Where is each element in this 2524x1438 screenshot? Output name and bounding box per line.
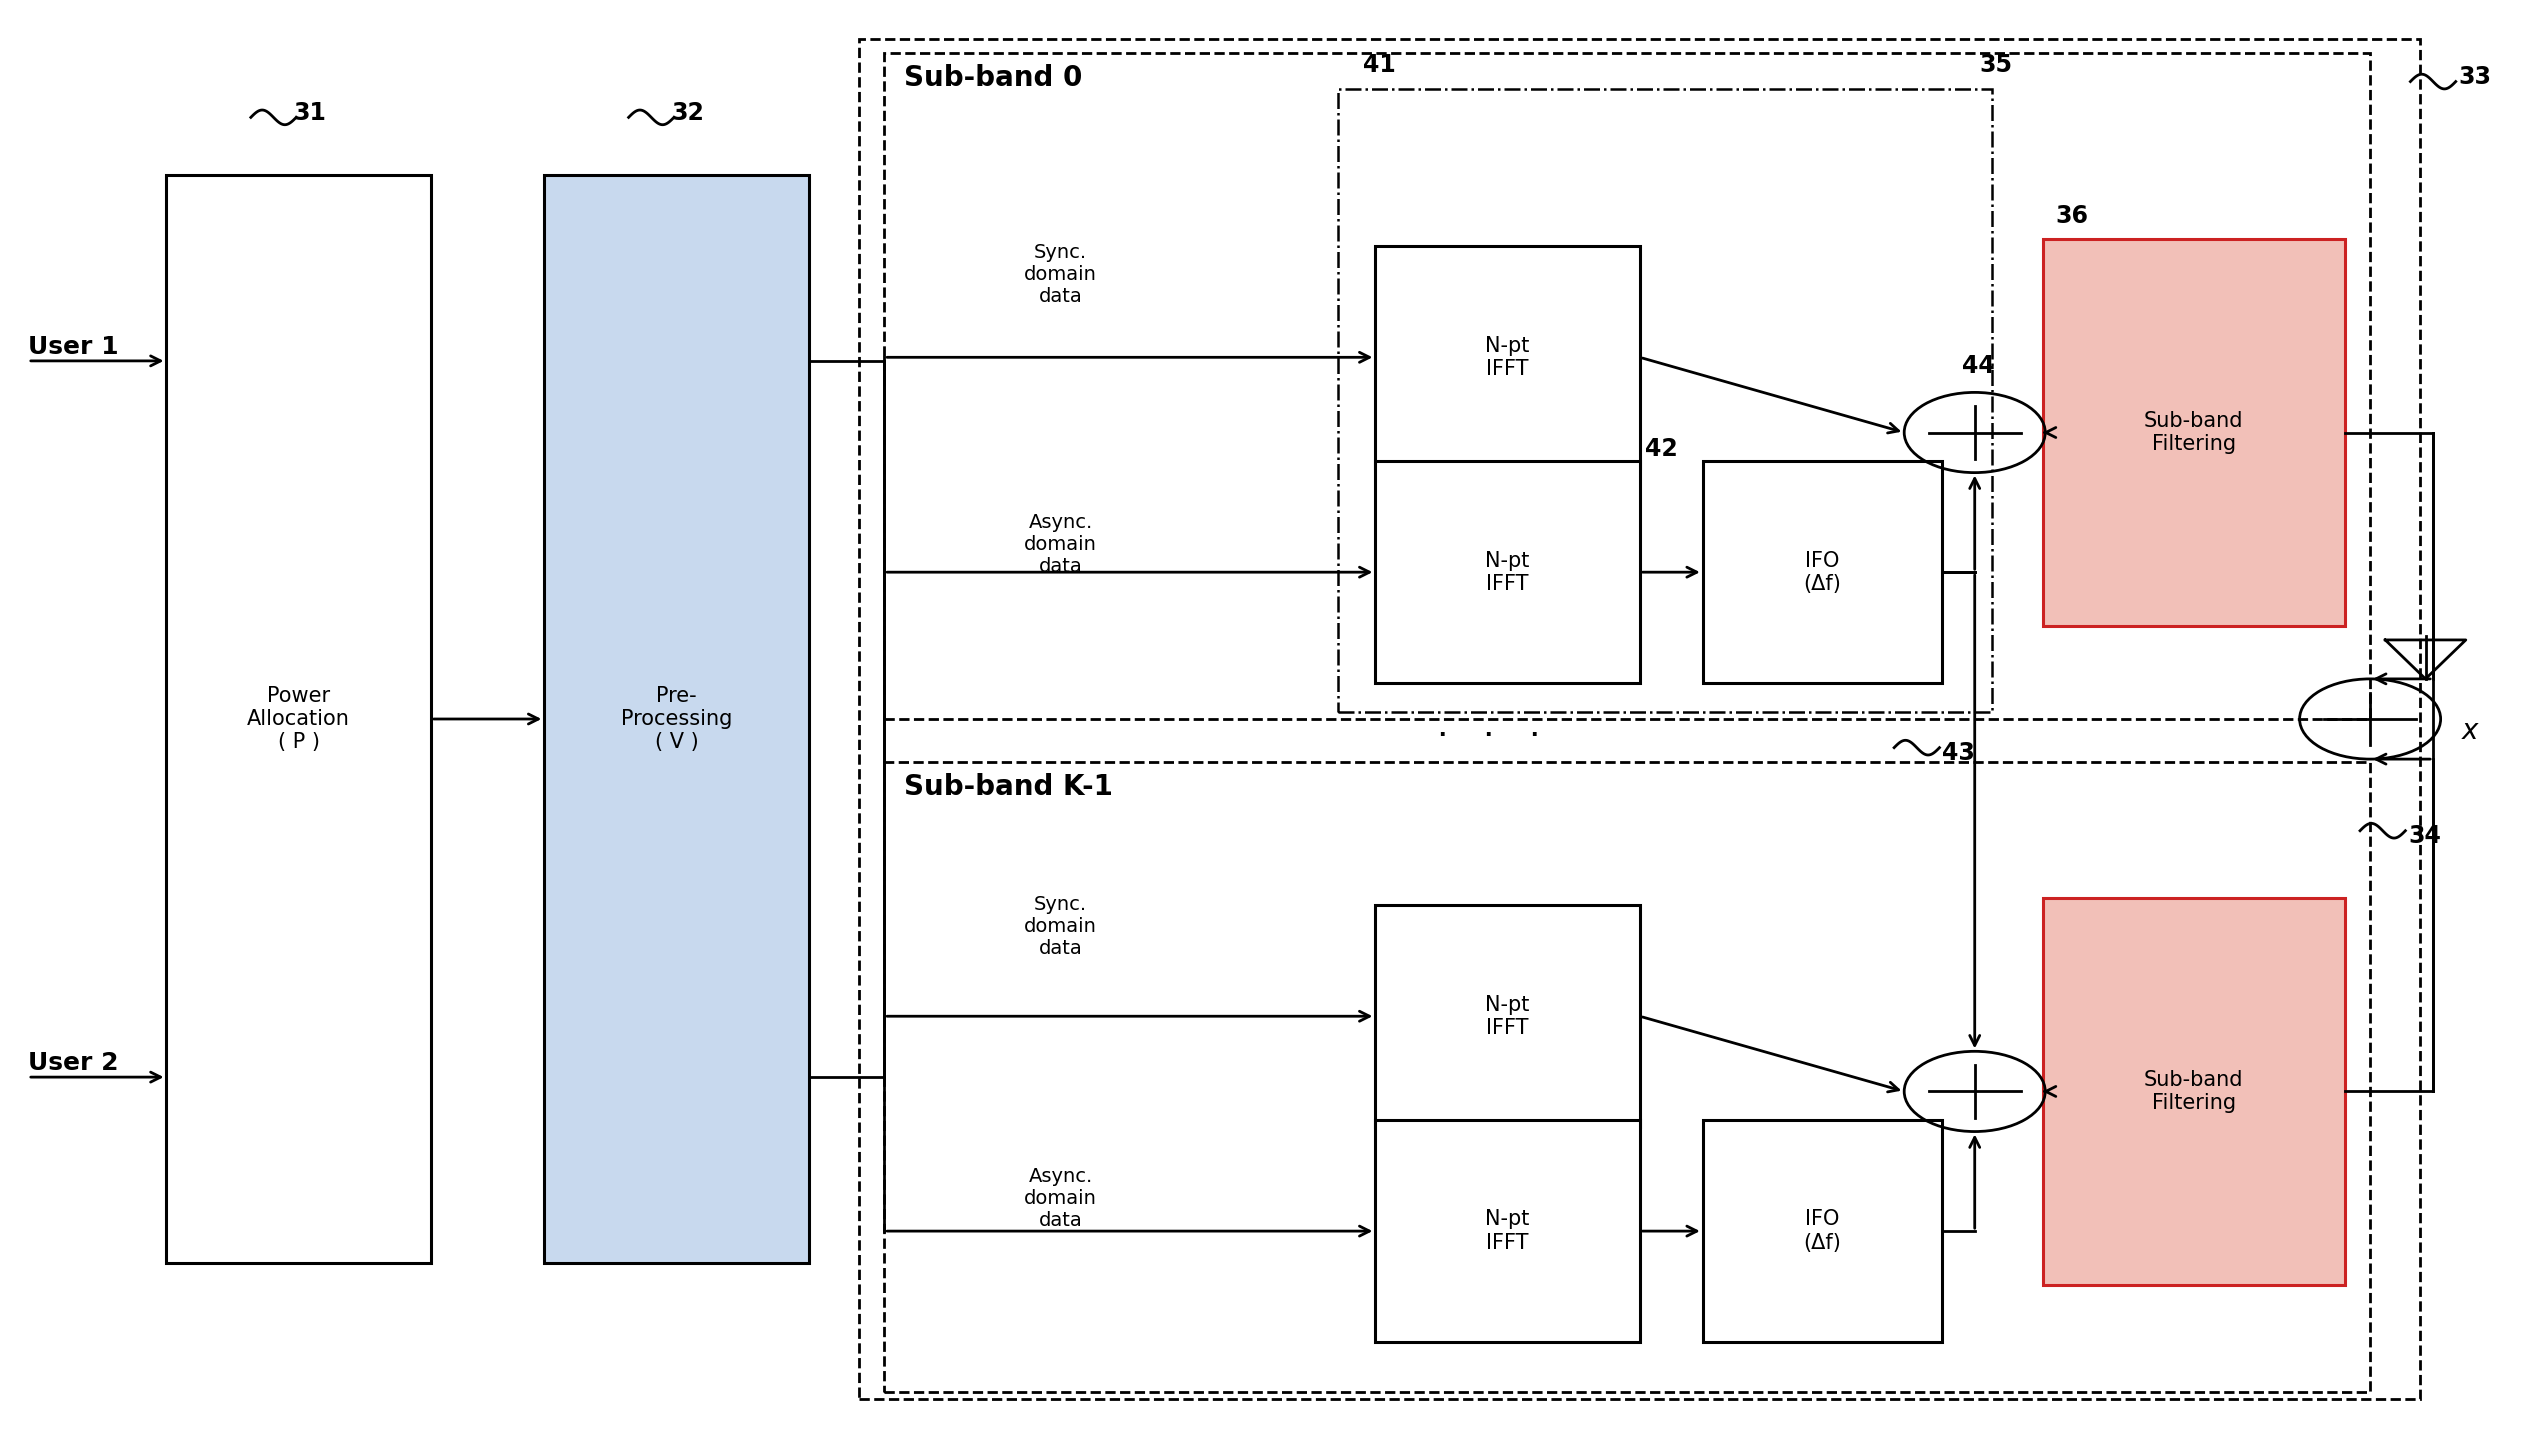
Text: 44: 44 [1961, 354, 1994, 378]
Text: 32: 32 [671, 101, 704, 125]
Text: ·   ·   ·: · · · [1436, 719, 1540, 754]
Text: N-pt
IFFT: N-pt IFFT [1484, 995, 1530, 1038]
FancyBboxPatch shape [1704, 462, 1941, 683]
Text: IFO
(Δf): IFO (Δf) [1805, 1209, 1843, 1252]
Text: 43: 43 [1941, 741, 1974, 765]
FancyBboxPatch shape [1376, 462, 1641, 683]
Text: Power
Allocation
( P ): Power Allocation ( P ) [247, 686, 351, 752]
Text: Async.
domain
data: Async. domain data [1025, 513, 1098, 575]
Text: 42: 42 [1646, 437, 1678, 462]
FancyBboxPatch shape [2042, 899, 2345, 1284]
Text: Sync.
domain
data: Sync. domain data [1025, 243, 1098, 306]
Text: User 2: User 2 [28, 1051, 119, 1074]
Text: 36: 36 [2055, 204, 2087, 227]
Text: N-pt
IFFT: N-pt IFFT [1484, 551, 1530, 594]
FancyBboxPatch shape [1376, 246, 1641, 469]
Text: IFO
(Δf): IFO (Δf) [1805, 551, 1843, 594]
Text: Sub-band
Filtering: Sub-band Filtering [2143, 1070, 2244, 1113]
Text: User 1: User 1 [28, 335, 119, 358]
Text: Sub-band K-1: Sub-band K-1 [904, 774, 1113, 801]
FancyBboxPatch shape [545, 174, 808, 1264]
Text: N-pt
IFFT: N-pt IFFT [1484, 335, 1530, 378]
FancyBboxPatch shape [1376, 1120, 1641, 1342]
Text: 33: 33 [2458, 65, 2491, 89]
Text: 31: 31 [293, 101, 326, 125]
Text: 35: 35 [1979, 53, 2012, 78]
Text: Pre-
Processing
( V ): Pre- Processing ( V ) [621, 686, 732, 752]
FancyBboxPatch shape [2042, 239, 2345, 626]
Text: Sync.
domain
data: Sync. domain data [1025, 896, 1098, 958]
Text: $x$: $x$ [2461, 718, 2481, 745]
Text: Sub-band 0: Sub-band 0 [904, 65, 1083, 92]
Text: N-pt
IFFT: N-pt IFFT [1484, 1209, 1530, 1252]
Text: Sub-band
Filtering: Sub-band Filtering [2143, 411, 2244, 454]
FancyBboxPatch shape [1704, 1120, 1941, 1342]
Text: 41: 41 [1363, 53, 1396, 78]
FancyBboxPatch shape [167, 174, 432, 1264]
Text: 34: 34 [2408, 824, 2441, 848]
FancyBboxPatch shape [1376, 905, 1641, 1127]
Text: Async.
domain
data: Async. domain data [1025, 1168, 1098, 1231]
